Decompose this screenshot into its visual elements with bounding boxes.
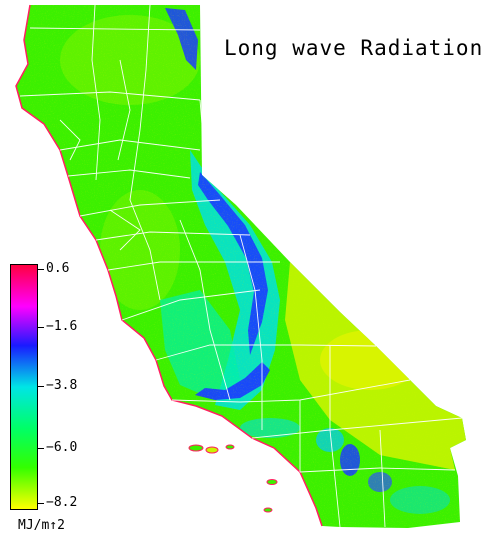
legend-label-3: −3.8 (46, 378, 78, 393)
units-label: MJ/m↑2 (18, 518, 65, 533)
colorbar (10, 264, 38, 510)
legend-label-top: 0.6 (46, 261, 70, 276)
legend-label-bottom: −8.2 (46, 495, 78, 510)
colorbar-tick (38, 327, 44, 328)
colorbar-tick (38, 386, 44, 387)
county-boundaries (19, 4, 463, 528)
legend-label-4: −6.0 (46, 440, 78, 455)
colorbar-tick (38, 269, 44, 270)
channel-islands (188, 444, 278, 513)
legend-label-2: −1.6 (46, 319, 78, 334)
colorbar-tick (38, 448, 44, 449)
colorbar-tick (38, 503, 44, 504)
map-title: Long wave Radiation (224, 36, 484, 60)
coastline (15, 4, 323, 527)
